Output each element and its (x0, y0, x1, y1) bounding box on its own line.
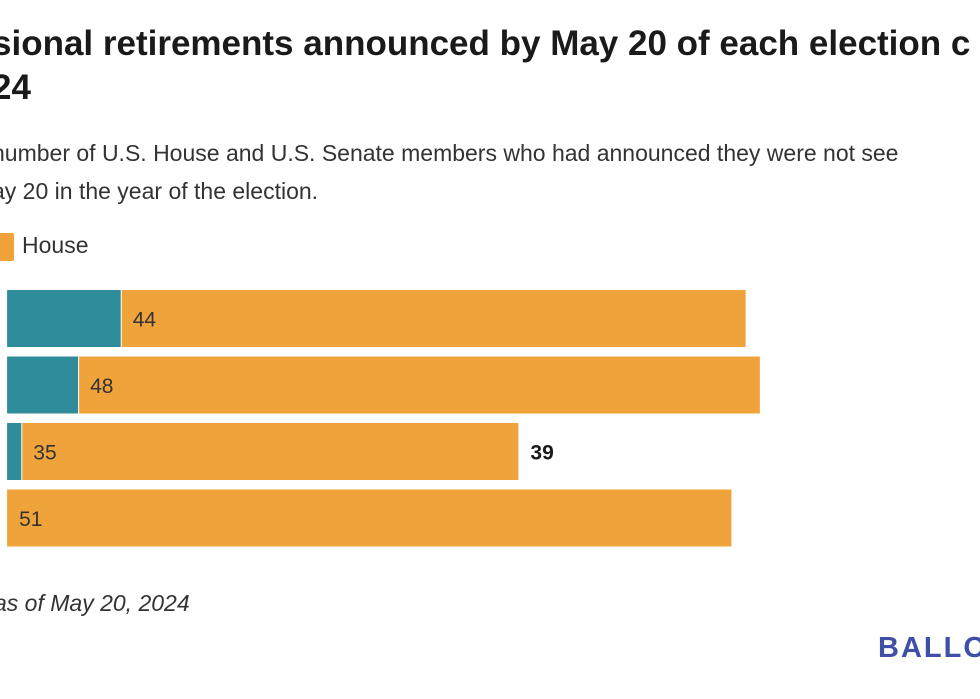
total-label-2: 39 (530, 442, 553, 465)
house-value-label-2: 35 (33, 442, 56, 465)
senate-bar-1 (7, 356, 79, 414)
house-value-label-1: 48 (90, 375, 113, 398)
senate-bar-2 (7, 423, 22, 480)
brand-logo: BALLO (878, 632, 980, 664)
house-value-label-0: 44 (133, 309, 157, 332)
bar-chart: 44 48 35 39 51 (7, 290, 760, 547)
legend-house-label: House (22, 232, 89, 258)
senate-bar-0 (7, 290, 121, 347)
house-bar-0 (121, 290, 746, 347)
house-bar-2 (22, 423, 519, 480)
chart-subtitle: number of U.S. House and U.S. Senate mem… (0, 140, 899, 204)
chart-title: sional retirements announced by May 20 o… (0, 24, 971, 107)
house-value-label-3: 51 (19, 508, 42, 531)
footnote: as of May 20, 2024 (0, 590, 190, 616)
house-bar-1 (79, 356, 760, 414)
house-bar-3 (7, 489, 732, 547)
legend-house-swatch (0, 233, 14, 261)
